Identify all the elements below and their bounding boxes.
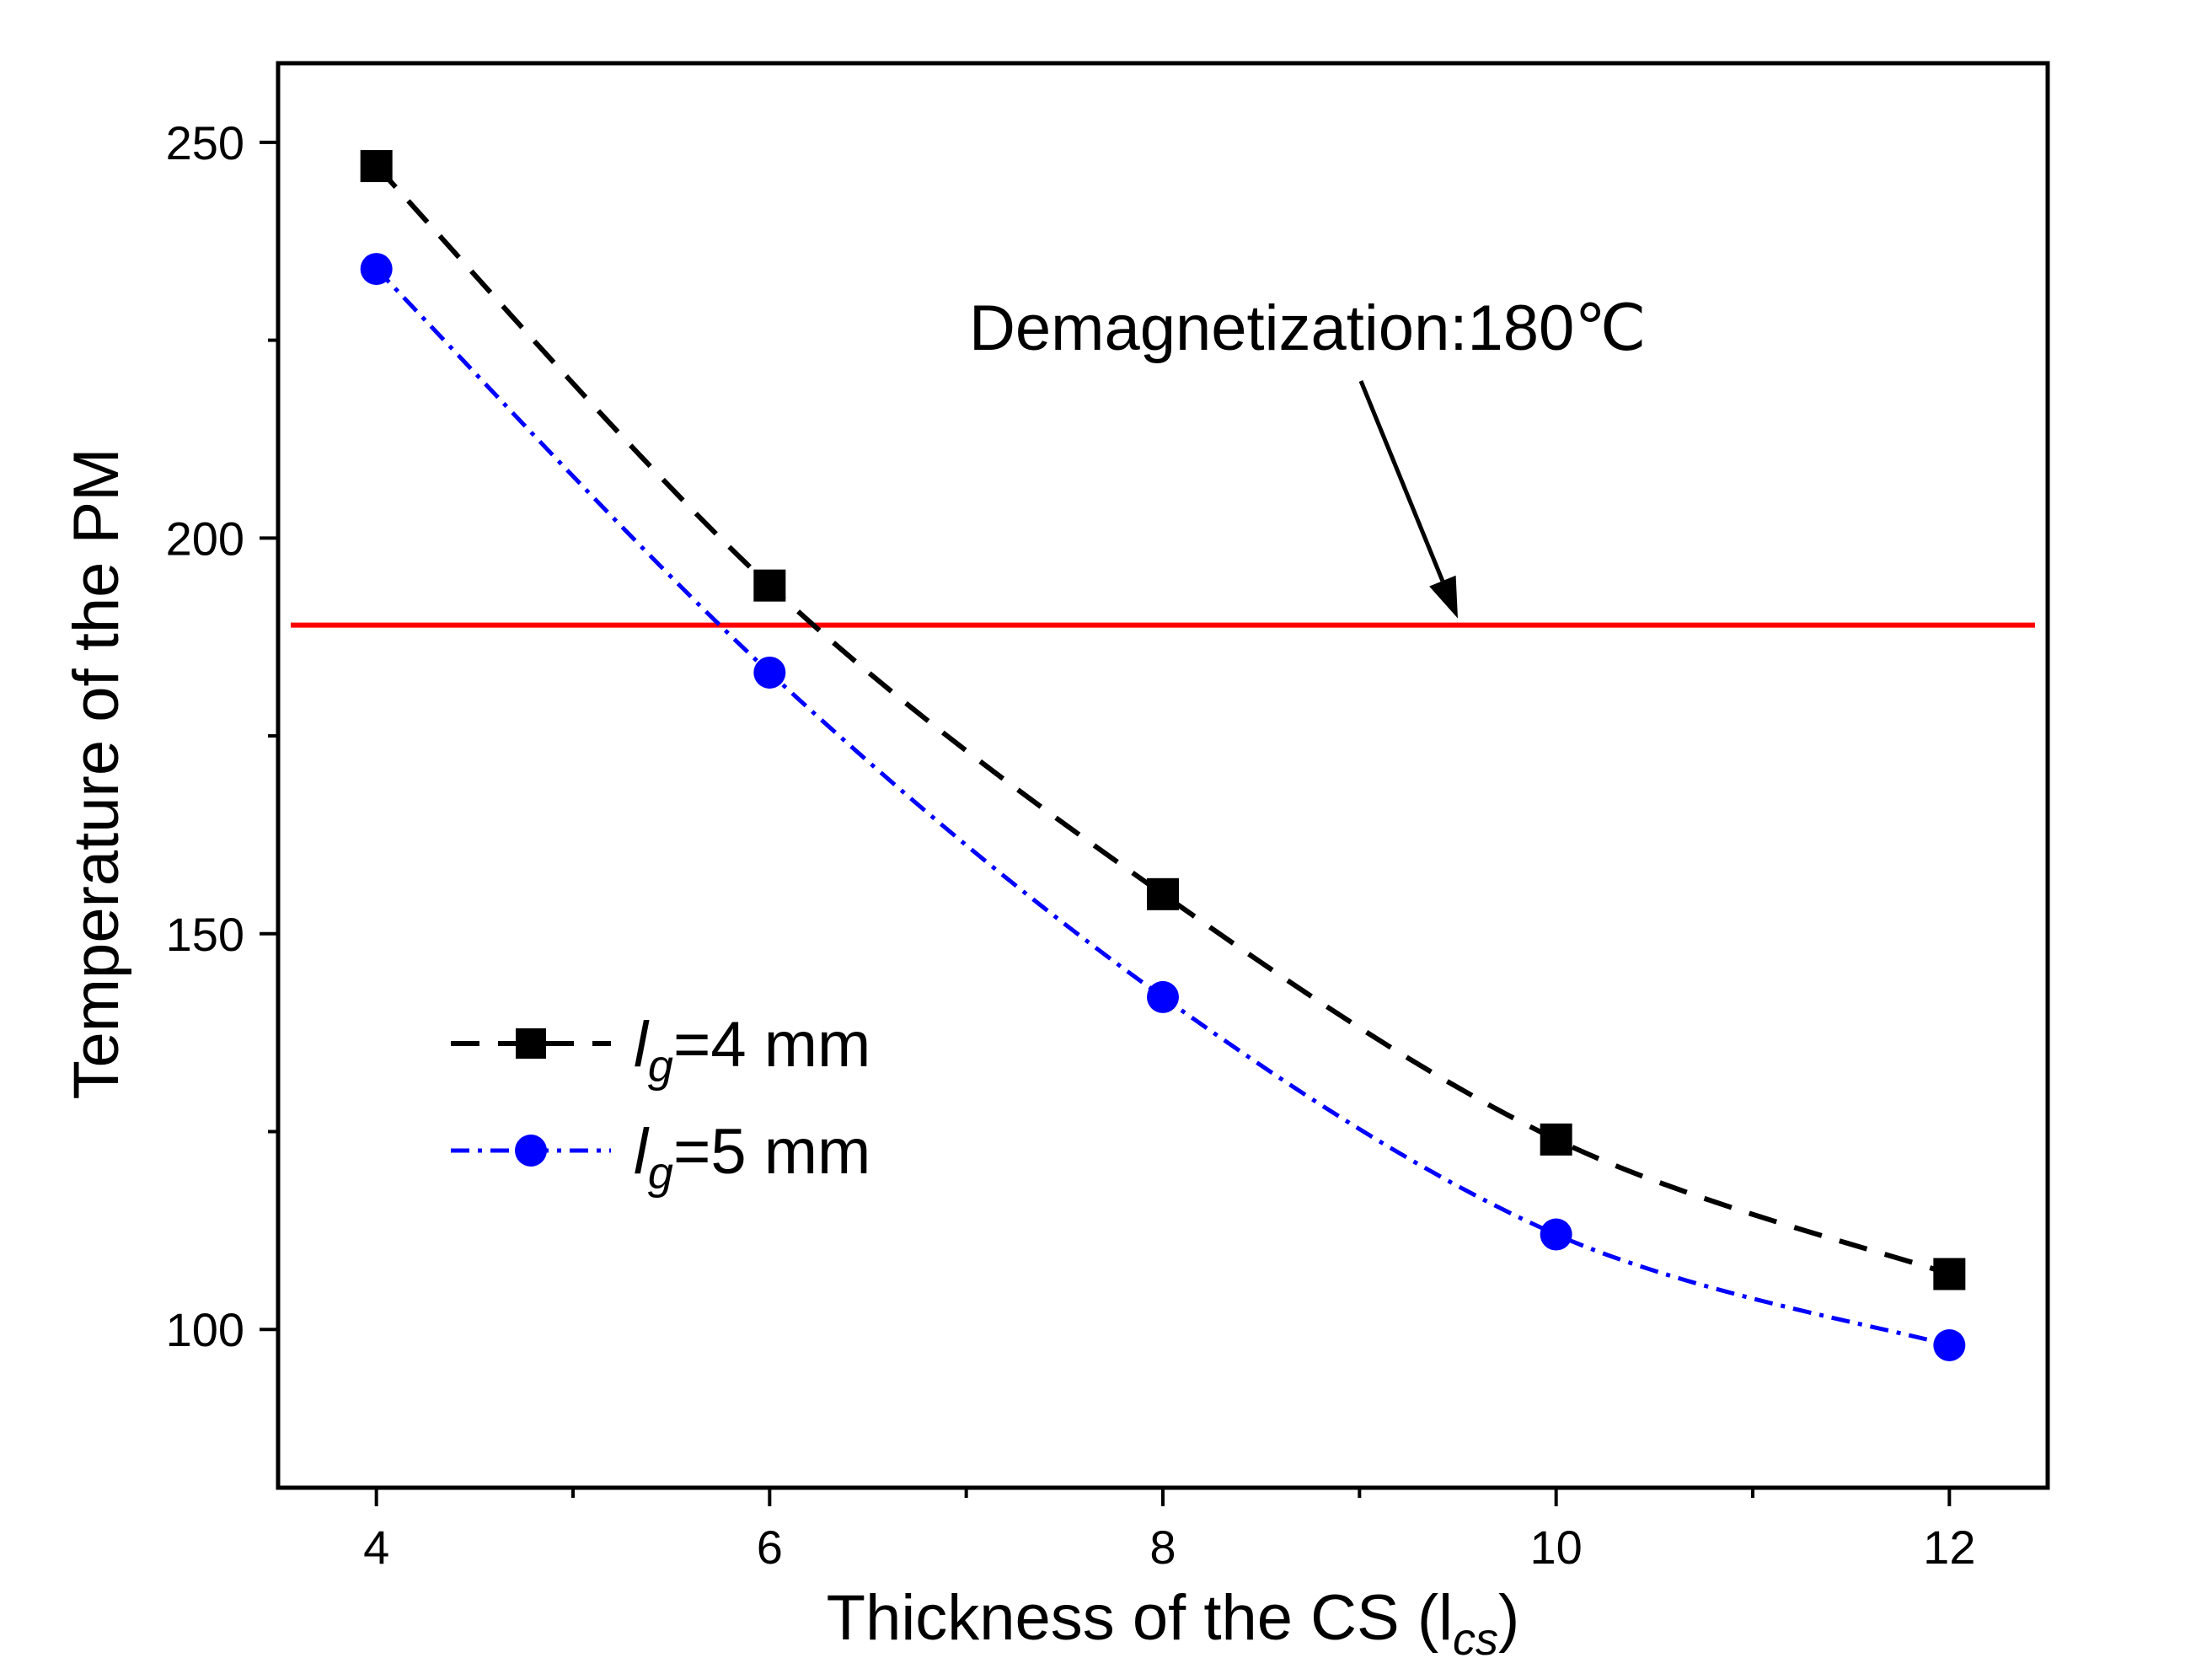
series-1-point <box>1933 1258 1966 1290</box>
y-tick-label: 250 <box>166 116 244 169</box>
x-tick-label: 4 <box>363 1521 389 1574</box>
series-line-2 <box>374 267 1951 1348</box>
legend-marker-lg5 <box>515 1135 547 1167</box>
x-axis-title: Thickness of the CS (lcs) <box>827 1582 1520 1665</box>
plot-area <box>291 150 2035 1361</box>
legend-label-lg4: lg=4 mm <box>634 1009 870 1092</box>
x-tick-label: 12 <box>1923 1521 1975 1574</box>
series-2-point <box>360 253 393 286</box>
axes: 4 6 8 10 12 100 150 200 250 <box>166 61 2050 1574</box>
series-2-point <box>1933 1329 1966 1361</box>
series-2-point <box>1147 980 1179 1013</box>
series-1-point <box>753 569 786 602</box>
x-tick-label: 8 <box>1149 1521 1176 1574</box>
series-1-point <box>1540 1123 1572 1156</box>
legend-marker-lg4 <box>516 1028 546 1059</box>
plot-frame <box>276 61 2050 1490</box>
annotation-arrow-head <box>1429 575 1458 619</box>
annotation-arrow-shaft <box>1358 380 1445 582</box>
series-2-point <box>1540 1218 1572 1251</box>
x-tick-label: 6 <box>757 1521 783 1574</box>
series-1-point <box>360 150 393 183</box>
legend-label-lg5: lg=5 mm <box>634 1116 870 1199</box>
y-axis-title: Temperature of the PM <box>61 448 132 1099</box>
series-line-1 <box>374 164 1951 1277</box>
x-tick-label: 10 <box>1530 1521 1583 1574</box>
legend: lg=4 mm lg=5 mm <box>451 1009 870 1199</box>
demagnetization-label: Demagnetization:180℃ <box>969 292 1647 364</box>
y-tick-label: 150 <box>166 908 244 961</box>
series-2-point <box>753 656 786 689</box>
series-1-point <box>1147 877 1179 910</box>
y-tick-label: 200 <box>166 512 244 565</box>
y-tick-label: 100 <box>166 1303 244 1356</box>
